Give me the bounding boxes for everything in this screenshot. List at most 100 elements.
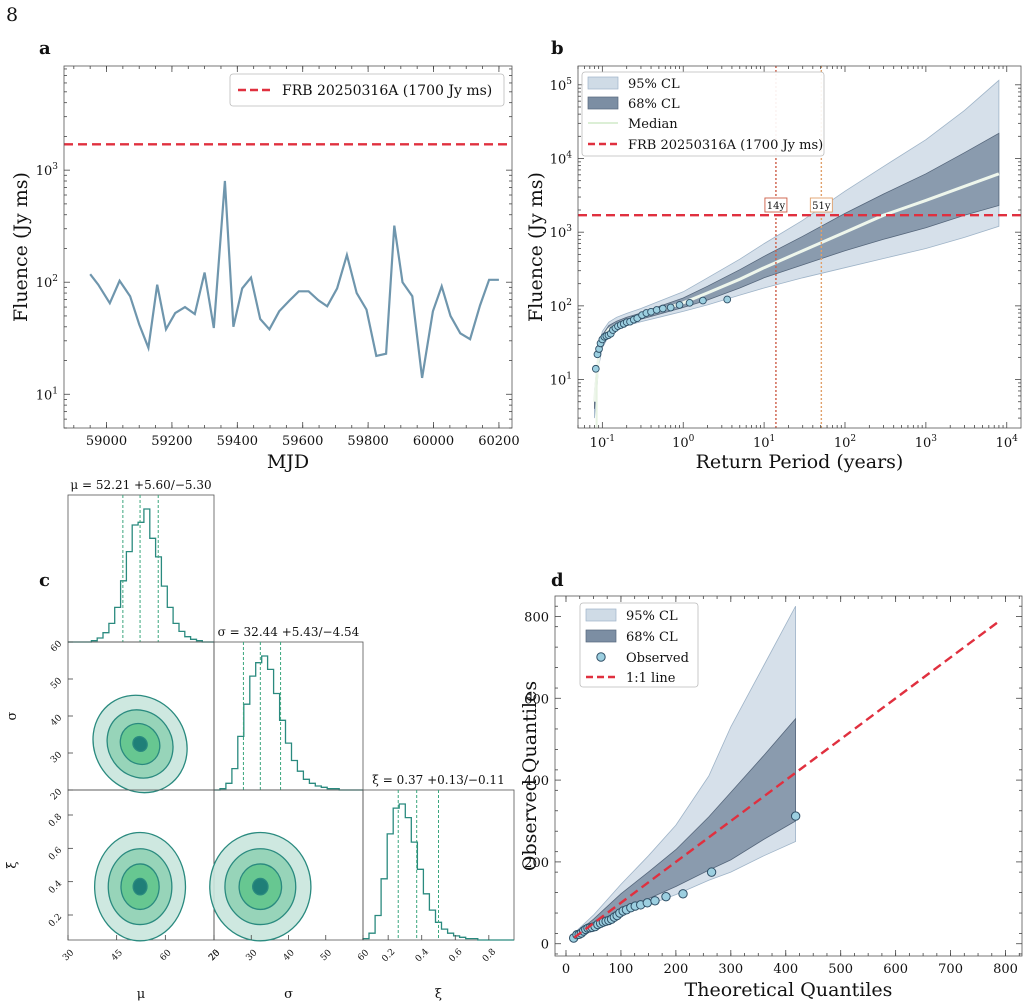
panel-c-ytick-label: 20 [49,787,64,802]
panel-b-ylabel: Fluence (Jy ms) [525,172,547,322]
panel-c-ytick-label: 50 [49,676,64,691]
panel-b-legend [581,71,825,157]
panel-d-legend-swatch-95 [585,608,617,622]
panel-a-xlabel: MJD [267,451,309,473]
panel-c-title-2: ξ = 0.37 +0.13/−0.11 [372,773,504,787]
panel-a-ytick-label: 101 [36,386,58,403]
panel-c-title-0: μ = 52.21 +5.60/−5.30 [70,478,211,492]
panel-a-fluence-series [89,180,499,379]
panel-c-ylabel-2: ξ [5,861,20,868]
panel-c-xlabel-2: ξ [435,987,442,1002]
panel-a-letter: a [39,38,51,59]
panel-d-xtick-label: 0 [562,962,570,977]
panel-d-xtick-label: 200 [663,962,688,977]
panel-b-xtick-label: 101 [753,434,775,451]
panel-c-hist-2 [362,803,514,941]
panel-b-ytick-label: 103 [550,224,573,241]
panel-b-legend-label: Median [628,117,678,132]
panel-c-ytick-label: 0.8 [47,812,64,829]
panel-d-xtick-label: 700 [938,962,963,977]
panel-b-xtick-label: 102 [834,434,856,451]
panel-b-xtick-label: 10-1 [590,434,615,451]
panel-d-observed-point [706,867,717,877]
panel-b-observed-point [591,364,600,373]
panel-b-ytick-label: 105 [550,77,573,94]
panel-b-ytick-label: 101 [550,372,572,389]
panel-c-xtick-label: 45 [110,948,125,963]
panel-b-letter: b [551,38,564,59]
panel-c-hist-frame-0 [67,494,215,643]
panel-b-ytick-label: 104 [550,150,573,167]
panel-c-ytick-label: 0.2 [47,912,64,929]
panel-b-legend-swatch-95 [587,76,619,90]
panel-c-contour-level-3 [252,877,269,896]
panel-d-observed-point [661,891,671,902]
panel-b-frame [577,65,1022,429]
panel-b-xtick-label: 104 [996,434,1019,451]
panel-d-xtick-label: 500 [828,962,853,977]
panel-c-ytick-label: 30 [49,750,64,765]
panel-c-xtick-label: 30 [244,948,259,963]
panel-d-xtick-label: 400 [773,962,798,977]
panel-a-xtick-label: 59800 [347,434,388,449]
panel-c-xlabel-0: μ [137,987,145,1002]
panel-b-return-box-51y [809,197,833,213]
panel-c-xtick-label: 50 [319,948,334,963]
panel-c-letter: c [39,570,50,591]
panel-d-frame [554,595,1023,957]
panel-d-letter: d [551,570,564,591]
panel-b-xtick-label: 103 [915,434,938,451]
panel-d-legend-swatch-68 [585,629,617,643]
panel-b-legend-swatch-68 [587,96,619,110]
panel-a-legend-label: FRB 20250316A (1700 Jy ms) [282,83,492,99]
panel-c-ytick-label: 60 [49,639,64,654]
panel-d-legend-label: 1:1 line [626,671,676,686]
panel-b-observed-point [652,306,661,314]
panel-a-xtick-label: 59000 [86,434,127,449]
panel-b-ytick-label: 102 [550,298,572,315]
panel-c-hist-frame-1 [213,641,364,791]
panel-c-xtick-label: 0.6 [447,947,464,964]
panel-b-observed-point [659,304,667,313]
panel-c-ytick-label: 40 [49,713,64,728]
panel-b-legend-label: 68% CL [628,97,680,112]
panel-d-xlabel: Theoretical Quantiles [685,979,893,1001]
panel-b-xlabel: Return Period (years) [696,451,904,473]
panel-b-return-label-14y: 14y [767,201,786,212]
panel-c-xlabel-1: σ [284,987,293,1002]
panel-c-xtick-label: 30 [61,948,76,963]
panel-b-median-line [593,172,1000,402]
panel-c-xtick-label: 60 [356,948,371,963]
panel-b-legend-label: FRB 20250316A (1700 Jy ms) [628,138,823,153]
panel-d-legend-label: 95% CL [626,609,678,624]
panel-d-xtick-label: 600 [883,962,908,977]
panel-c-xtick-label: 0.2 [380,947,397,964]
panel-d-ytick-label: 400 [524,774,549,789]
panel-d-ylabel: Observed Quantiles [519,681,541,871]
panel-b-observed-point [723,295,732,304]
panel-a-ytick-label: 102 [36,274,58,291]
panel-d-ytick-label: 800 [524,610,549,625]
panel-a-xtick-label: 60000 [413,434,454,449]
panel-c-xtick-label: 20 [207,948,222,963]
panel-d-observed-point [642,898,653,908]
panel-d-legend-label: Observed [626,651,689,666]
panel-b-observed-point [685,298,694,307]
panel-b-observed-point [675,301,684,309]
panel-a-xtick-label: 59400 [217,434,258,449]
panel-b-legend-label: 95% CL [628,77,680,92]
panel-c-title-1: σ = 32.44 +5.43/−4.54 [218,625,360,639]
panel-a-ylabel: Fluence (Jy ms) [10,172,32,322]
panel-a-frame [63,65,513,429]
panel-c-ylabel-1: σ [5,711,20,720]
panel-c-xtick-label: 40 [282,948,297,963]
panel-a-legend [229,73,505,107]
panel-b-return-label-51y: 51y [812,201,831,212]
panel-d-ytick-label: 0 [541,938,549,953]
panel-a-xtick-label: 60200 [478,434,519,449]
panel-c-hist-1 [214,655,363,791]
panel-d-legend-label: 68% CL [626,630,678,645]
panel-d-observed-point [650,896,660,906]
page-number: 8 [6,4,19,26]
